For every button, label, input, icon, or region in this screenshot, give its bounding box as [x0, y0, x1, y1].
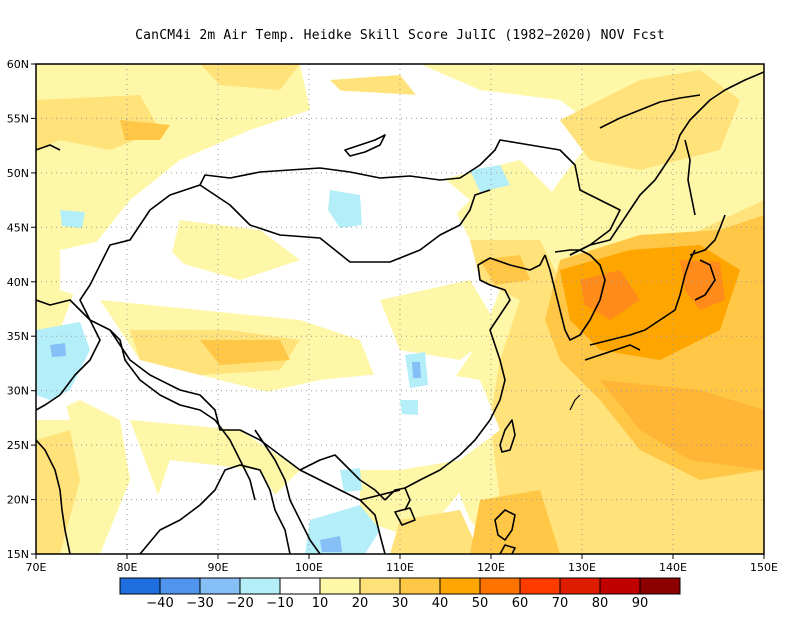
colorbar-swatch [359, 577, 401, 595]
colorbar-label: −30 [186, 596, 213, 611]
colorbar-swatch [239, 577, 281, 595]
colorbar-label: −40 [146, 596, 173, 611]
lat-label-35n: 35N [7, 330, 29, 343]
colorbar-label: −10 [266, 596, 293, 611]
lon-label-150e: 150E [750, 561, 778, 574]
lon-label-130e: 130E [568, 561, 596, 574]
lon-label-70e: 70E [26, 561, 47, 574]
colorbar-swatch [319, 577, 361, 595]
colorbar-label: 40 [432, 596, 449, 611]
colorbar-label: 60 [512, 596, 529, 611]
lon-label-100e: 100E [295, 561, 323, 574]
colorbar-label: 30 [392, 596, 409, 611]
colorbar-swatch [439, 577, 481, 595]
colorbar-label: 20 [352, 596, 369, 611]
colorbar-label: 70 [552, 596, 569, 611]
colorbar-label: 80 [592, 596, 609, 611]
tick-marks [31, 63, 765, 559]
colorbar-label: 10 [312, 596, 329, 611]
lat-label-15n: 15N [7, 548, 29, 561]
lon-tick-labels: 70E 80E 90E 100E 110E 120E 130E 140E 150… [26, 561, 778, 574]
lon-label-110e: 110E [386, 561, 414, 574]
lat-label-60n: 60N [7, 58, 29, 71]
lon-label-80e: 80E [117, 561, 138, 574]
colorbar-label: 90 [632, 596, 649, 611]
colorbar-swatch [479, 577, 521, 595]
colorbar-label: 50 [472, 596, 489, 611]
colorbar-swatch [599, 577, 641, 595]
colorbar-label: −20 [226, 596, 253, 611]
colorbar-swatch [399, 577, 441, 595]
colorbar-swatch [559, 577, 601, 595]
lat-label-40n: 40N [7, 276, 29, 289]
lat-label-55n: 55N [7, 112, 29, 125]
chart-title: CanCM4i 2m Air Temp. Heidke Skill Score … [135, 28, 665, 43]
lon-label-120e: 120E [477, 561, 505, 574]
colorbar: −40 −30 −20 −10 10 20 30 40 50 60 70 80 90 [119, 577, 681, 611]
coastlines-borders [36, 71, 764, 554]
lon-label-90e: 90E [208, 561, 229, 574]
lat-label-20n: 20N [7, 494, 29, 507]
gridlines [36, 64, 764, 554]
lat-label-30n: 30N [7, 385, 29, 398]
colorbar-swatch [119, 577, 161, 595]
colorbar-swatch [159, 577, 201, 595]
colorbar-swatch [199, 577, 241, 595]
colorbar-swatch [639, 577, 681, 595]
lat-label-45n: 45N [7, 221, 29, 234]
lat-label-50n: 50N [7, 167, 29, 180]
lon-label-140e: 140E [659, 561, 687, 574]
colorbar-swatch [519, 577, 561, 595]
lat-tick-labels: 60N 55N 50N 45N 40N 35N 30N 25N 20N 15N [7, 58, 29, 561]
lat-label-25n: 25N [7, 439, 29, 452]
colorbar-swatch [279, 577, 321, 595]
